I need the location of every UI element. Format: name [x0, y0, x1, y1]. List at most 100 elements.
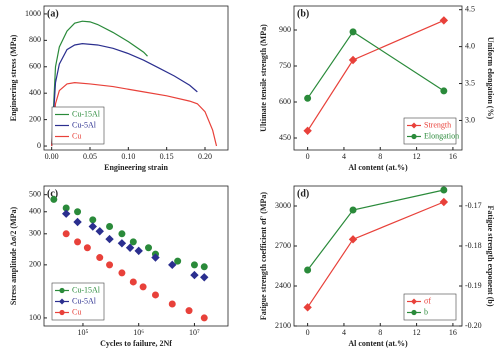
- series-line: [307, 201, 445, 308]
- legend-label: b: [424, 307, 428, 316]
- marker: [200, 273, 209, 282]
- marker: [190, 270, 199, 280]
- marker: [61, 209, 71, 218]
- marker: [151, 291, 159, 299]
- y2-tick-label: -0.19: [465, 281, 482, 290]
- panel-label: (a): [47, 8, 59, 19]
- y-tick-label: 0: [37, 141, 41, 150]
- marker: [439, 197, 449, 207]
- y2-tick-label: 3.5: [465, 78, 475, 87]
- y-tick-label: 100: [29, 313, 41, 322]
- marker: [185, 307, 193, 315]
- x-tick-label: 0.05: [83, 152, 97, 161]
- legend-label: Cu-5Al: [72, 120, 97, 129]
- marker: [83, 244, 91, 252]
- marker: [168, 300, 176, 308]
- legend-marker: [411, 133, 417, 140]
- x-tick-label: 8: [378, 152, 382, 161]
- y-axis-label: Fatigue strength coefficient σf' (MPa): [259, 192, 268, 321]
- legend-label: Cu: [72, 307, 81, 316]
- y-tick-label: 300: [29, 229, 41, 238]
- marker: [118, 230, 126, 238]
- x-tick-label: 0.00: [45, 152, 59, 161]
- marker: [74, 208, 82, 216]
- y-tick-label: 2100: [275, 321, 291, 330]
- marker: [62, 230, 70, 238]
- x-tick-label: 0: [306, 152, 310, 161]
- y2-tick-label: 4.0: [465, 41, 475, 50]
- y2-tick-label: -0.20: [465, 321, 482, 330]
- plot-frame: [293, 185, 463, 327]
- marker: [89, 216, 97, 224]
- x-axis-label: Cycles to failure, 2Nf: [100, 339, 172, 348]
- y-tick-label: 600: [279, 97, 291, 106]
- legend-box: [403, 293, 457, 321]
- x-tick-label: 0.15: [160, 152, 174, 161]
- marker: [440, 186, 448, 194]
- marker: [303, 126, 312, 136]
- series-line: [51, 82, 218, 147]
- marker: [174, 257, 182, 265]
- x-axis-label: Al content (at.%): [348, 339, 408, 348]
- y2-tick-label: 4.5: [465, 5, 475, 14]
- marker: [200, 314, 208, 322]
- y-axis-label: Engineering stress (MPa): [9, 34, 18, 121]
- marker: [134, 246, 143, 256]
- marker: [145, 244, 153, 252]
- x-tick-label: 4: [342, 328, 346, 337]
- marker: [440, 87, 448, 95]
- marker: [129, 278, 137, 286]
- y-tick-label: 200: [29, 260, 41, 269]
- x-tick-label: 10⁷: [189, 328, 200, 337]
- x-tick-label: 10⁵: [78, 328, 89, 337]
- marker: [88, 222, 97, 231]
- x-tick-label: 16: [449, 152, 457, 161]
- marker: [118, 269, 126, 277]
- y-tick-label: 500: [29, 190, 41, 199]
- marker: [168, 260, 177, 270]
- x-tick-label: 0.20: [198, 152, 212, 161]
- marker: [439, 16, 449, 25]
- marker: [304, 266, 312, 274]
- y-tick-label: 3000: [275, 201, 291, 210]
- marker: [106, 261, 114, 269]
- legend-marker: [59, 287, 65, 294]
- marker: [129, 238, 137, 246]
- legend-label: σf: [424, 296, 431, 305]
- x-axis-label: Al content (at.%): [348, 163, 408, 172]
- marker: [303, 303, 312, 312]
- marker: [50, 195, 58, 203]
- x-tick-label: 0: [306, 328, 310, 337]
- y-tick-label: 900: [279, 25, 291, 34]
- marker: [95, 227, 104, 236]
- legend-label: Cu-5Al: [72, 296, 97, 305]
- legend-marker: [59, 309, 65, 316]
- legend-label: Cu-15Al: [72, 109, 101, 118]
- legend-marker: [411, 298, 417, 305]
- marker: [139, 283, 147, 291]
- marker: [96, 254, 104, 262]
- marker: [106, 222, 114, 230]
- plot-frame: [43, 185, 229, 327]
- y-tick-label: 600: [29, 62, 41, 71]
- legend-marker: [411, 122, 417, 129]
- y-tick-label: 800: [29, 35, 41, 44]
- y-tick-label: 450: [279, 133, 291, 142]
- series-line: [307, 19, 445, 132]
- marker: [117, 239, 127, 248]
- y-axis-label: Stress amplitude Δσ/2 (MPa): [9, 207, 18, 306]
- legend-marker: [411, 309, 417, 316]
- y2-axis-label: Fatigue strength exponent (b): [486, 206, 495, 307]
- y2-tick-label: -0.18: [465, 241, 482, 250]
- marker: [348, 55, 358, 65]
- legend-label: Strength: [424, 120, 451, 129]
- marker: [105, 234, 114, 244]
- x-tick-label: 12: [413, 152, 421, 161]
- x-tick-label: 16: [449, 328, 457, 337]
- y-tick-label: 400: [29, 88, 41, 97]
- series-line: [307, 31, 445, 99]
- y2-tick-label: 3.0: [465, 115, 475, 124]
- marker: [304, 94, 312, 102]
